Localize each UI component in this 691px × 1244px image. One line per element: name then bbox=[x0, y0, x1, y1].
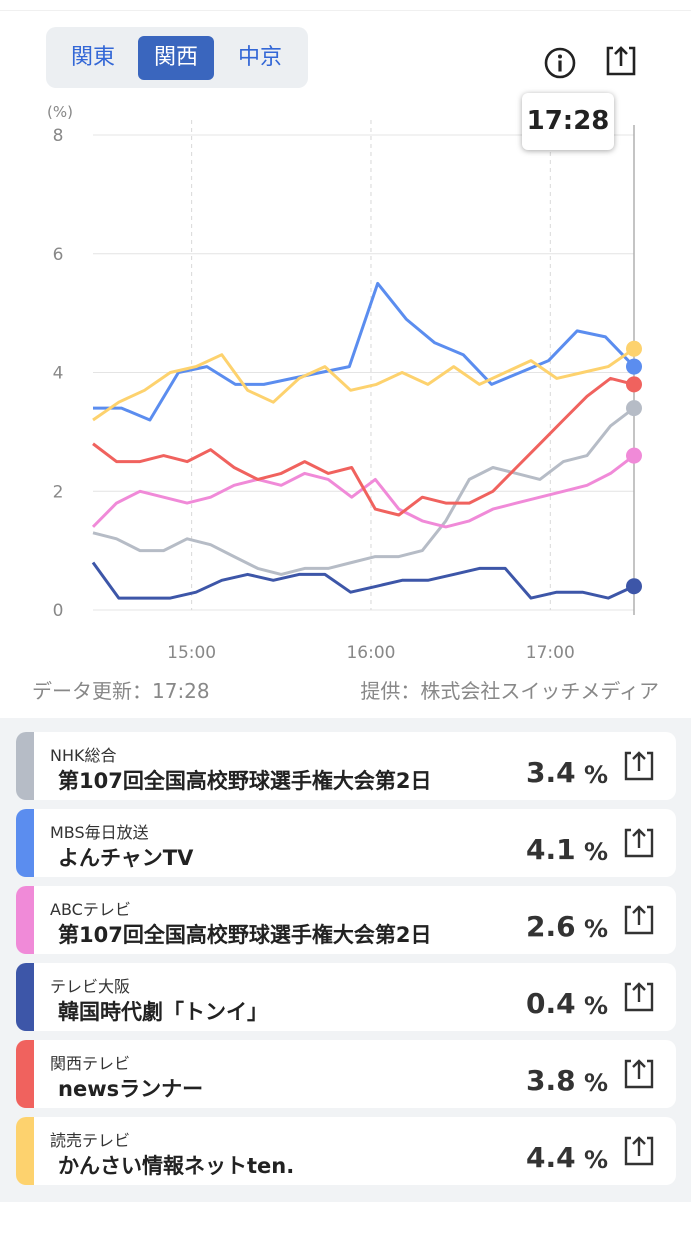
y-tick-label: 2 bbox=[53, 482, 64, 502]
channel-name: 関西テレビ bbox=[50, 1054, 131, 1073]
x-tick-label: 16:00 bbox=[346, 643, 395, 663]
channel-name: テレビ大阪 bbox=[50, 977, 131, 996]
rating-chart[interactable]: (%) 8 6 4 2 0 15:00 16:00 17:00 bbox=[0, 95, 691, 670]
rating-value: 4.4 bbox=[526, 1141, 576, 1174]
share-icon[interactable] bbox=[622, 903, 656, 937]
channel-color-bar bbox=[16, 809, 34, 877]
info-icon[interactable] bbox=[543, 46, 577, 80]
series-line bbox=[92, 281, 636, 422]
series-endpoint-dot bbox=[626, 376, 642, 393]
program-title: かんさい情報ネットten. bbox=[58, 1154, 295, 1178]
series-endpoint-dot bbox=[626, 447, 642, 464]
data-updated-label: データ更新：17:28 bbox=[32, 679, 210, 703]
share-icon[interactable] bbox=[622, 826, 656, 860]
tab-kanto[interactable]: 関東 bbox=[70, 45, 115, 70]
x-tick-label: 15:00 bbox=[167, 643, 216, 663]
series-endpoint-dot bbox=[626, 340, 642, 357]
share-icon[interactable] bbox=[604, 44, 638, 78]
series-endpoint-dot bbox=[626, 358, 642, 375]
y-tick-label: 8 bbox=[53, 126, 64, 146]
rating-value: 2.6 bbox=[526, 910, 576, 943]
rating-value: 4.1 bbox=[526, 833, 576, 866]
y-tick-label: 0 bbox=[53, 601, 64, 621]
channel-list: NHK総合 第107回全国高校野球選手権大会第2日 3.4 % MBS毎日放送 … bbox=[0, 718, 691, 1202]
y-tick-label: 4 bbox=[53, 364, 64, 384]
rating-unit: % bbox=[584, 761, 609, 789]
channel-card[interactable]: 関西テレビ newsランナー 3.8 % bbox=[16, 1040, 676, 1108]
program-title: 第107回全国高校野球選手権大会第2日 bbox=[58, 923, 432, 947]
program-title: よんチャンTV bbox=[58, 846, 194, 870]
series-line bbox=[92, 406, 635, 576]
tab-kansai[interactable]: 関西 bbox=[138, 36, 214, 80]
top-divider bbox=[0, 0, 691, 11]
channel-name: MBS毎日放送 bbox=[50, 823, 149, 842]
share-icon[interactable] bbox=[622, 980, 656, 1014]
series-endpoint-dot bbox=[626, 400, 642, 417]
channel-card[interactable]: MBS毎日放送 よんチャンTV 4.1 % bbox=[16, 809, 676, 877]
time-tooltip: 17:28 bbox=[522, 93, 614, 150]
rating-value: 3.4 bbox=[526, 756, 576, 789]
program-title: 韓国時代劇「トンイ」 bbox=[58, 1000, 268, 1024]
series-endpoint-dot bbox=[626, 578, 642, 595]
channel-color-bar bbox=[16, 963, 34, 1031]
channel-card[interactable]: 読売テレビ かんさい情報ネットten. 4.4 % bbox=[16, 1117, 676, 1185]
region-tab-group: 関東 関西 中京 bbox=[46, 27, 308, 88]
channel-color-bar bbox=[16, 1040, 34, 1108]
series-line bbox=[92, 376, 635, 517]
share-icon[interactable] bbox=[622, 1134, 656, 1168]
program-title: newsランナー bbox=[58, 1077, 204, 1101]
channel-card[interactable]: ABCテレビ 第107回全国高校野球選手権大会第2日 2.6 % bbox=[16, 886, 676, 954]
channel-name: ABCテレビ bbox=[50, 900, 131, 919]
series-line bbox=[92, 347, 635, 422]
channel-name: NHK総合 bbox=[50, 746, 117, 765]
program-title: 第107回全国高校野球選手権大会第2日 bbox=[58, 769, 432, 793]
channel-card[interactable]: NHK総合 第107回全国高校野球選手権大会第2日 3.4 % bbox=[16, 732, 676, 800]
y-unit-label: (%) bbox=[47, 103, 73, 121]
series-line bbox=[91, 561, 635, 600]
x-tick-label: 17:00 bbox=[526, 643, 575, 663]
rating-unit: % bbox=[584, 992, 609, 1020]
tab-chukyo[interactable]: 中京 bbox=[237, 45, 282, 70]
channel-name: 読売テレビ bbox=[50, 1131, 131, 1150]
channel-color-bar bbox=[16, 1117, 34, 1185]
rating-value: 0.4 bbox=[526, 987, 576, 1020]
channel-color-bar bbox=[16, 886, 34, 954]
share-icon[interactable] bbox=[622, 749, 656, 783]
y-tick-label: 6 bbox=[53, 245, 64, 265]
rating-unit: % bbox=[584, 1146, 609, 1174]
share-icon[interactable] bbox=[622, 1057, 656, 1091]
rating-unit: % bbox=[584, 1069, 609, 1097]
rating-value: 3.8 bbox=[526, 1064, 576, 1097]
channel-card[interactable]: テレビ大阪 韓国時代劇「トンイ」 0.4 % bbox=[16, 963, 676, 1031]
rating-unit: % bbox=[584, 915, 609, 943]
channel-color-bar bbox=[16, 732, 34, 800]
provider-label: 提供：株式会社スイッチメディア bbox=[360, 679, 659, 703]
rating-unit: % bbox=[584, 838, 609, 866]
